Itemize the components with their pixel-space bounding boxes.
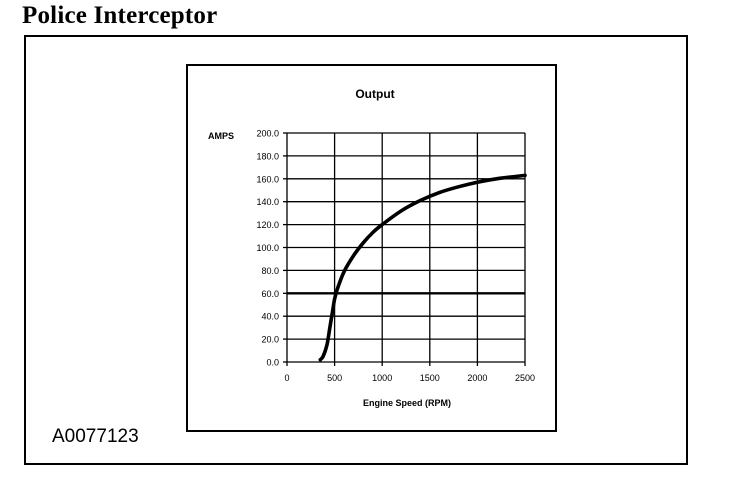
x-axis-label: Engine Speed (RPM) bbox=[363, 398, 451, 408]
output-chart: Output AMPS Engine Speed (RPM) 0.0 20.0 40… bbox=[208, 87, 535, 408]
y-tick-label: 200.0 bbox=[256, 129, 279, 139]
y-tick-label: 40.0 bbox=[261, 312, 279, 322]
y-tick-label: 100.0 bbox=[256, 243, 279, 253]
x-tick-label: 0 bbox=[284, 373, 289, 383]
x-tick-label: 500 bbox=[327, 373, 342, 383]
y-tick-label: 160.0 bbox=[256, 174, 279, 184]
y-tick-label: 20.0 bbox=[261, 335, 279, 345]
series-group bbox=[318, 173, 527, 362]
y-tick-label: 180.0 bbox=[256, 151, 279, 161]
y-tick-label: 0.0 bbox=[266, 358, 279, 368]
chart-title: Output bbox=[355, 87, 394, 101]
y-axis-label: AMPS bbox=[208, 131, 234, 141]
chart-panel: Output AMPS Engine Speed (RPM) 0.0 20.0 40… bbox=[186, 64, 557, 432]
x-tick-labels: 0 500 1000 1500 2000 2500 bbox=[284, 373, 535, 383]
y-tick-label: 60.0 bbox=[261, 289, 279, 299]
gridlines bbox=[283, 132, 526, 366]
y-tick-labels: 0.0 20.0 40.0 60.0 80.0 100.0 120.0 140.0 160.0 1… bbox=[256, 129, 279, 368]
figure-frame bbox=[24, 35, 688, 465]
page-title: Police Interceptor bbox=[22, 2, 218, 29]
x-tick-label: 1000 bbox=[372, 373, 392, 383]
x-tick-label: 1500 bbox=[420, 373, 440, 383]
y-tick-label: 80.0 bbox=[261, 266, 279, 276]
x-tick-label: 2000 bbox=[467, 373, 487, 383]
y-tick-label: 140.0 bbox=[256, 197, 279, 207]
x-tick-label: 2500 bbox=[515, 373, 535, 383]
output-curve bbox=[318, 173, 527, 362]
y-tick-label: 120.0 bbox=[256, 220, 279, 230]
figure-id: A0077123 bbox=[52, 426, 139, 447]
